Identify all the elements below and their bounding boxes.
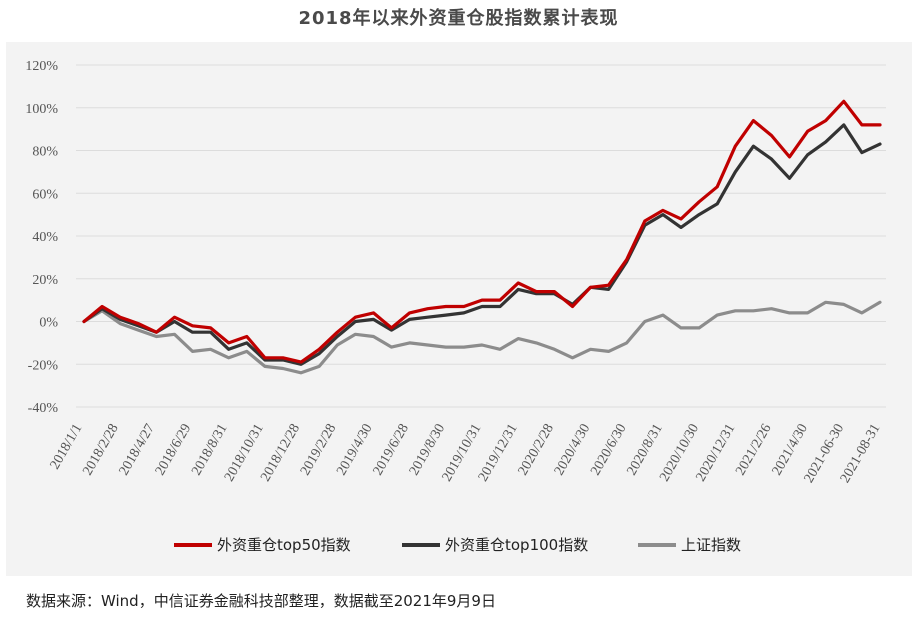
x-tick-label: 2020/2/28 xyxy=(516,422,557,479)
x-tick-label: 2019/2/28 xyxy=(298,422,339,479)
x-tick-label: 2020/6/30 xyxy=(588,422,629,479)
x-tick-label: 2021/4/30 xyxy=(770,422,811,479)
legend-label: 外资重仓top100指数 xyxy=(445,536,588,554)
chart-title: 2018年以来外资重仓股指数累计表现 xyxy=(298,8,619,29)
x-tick-label: 2019/6/28 xyxy=(371,422,412,479)
y-tick-label: 40% xyxy=(32,230,58,245)
legend-label: 上证指数 xyxy=(681,536,741,554)
x-tick-label: 2018/1/1 xyxy=(48,422,86,473)
x-tick-label: 2021/2/26 xyxy=(733,422,774,479)
x-tick-label: 2020/4/30 xyxy=(552,422,593,479)
y-tick-label: 0% xyxy=(39,316,58,331)
series-line xyxy=(82,300,882,375)
x-tick-label: 2019/4/30 xyxy=(334,422,375,479)
y-tick-label: 80% xyxy=(32,145,58,160)
source-note: 数据来源：Wind，中信证券金融科技部整理，数据截至2021年9月9日 xyxy=(26,592,496,610)
x-tick-label: 2018/8/31 xyxy=(189,422,230,479)
line-chart: 120%100%80%60%40%20%0%-20%-40% 2018/1/12… xyxy=(25,59,886,554)
legend-label: 外资重仓top50指数 xyxy=(217,536,351,554)
x-tick-label: 2020/8/31 xyxy=(624,422,665,479)
y-tick-label: 120% xyxy=(25,59,58,74)
y-axis-ticks: 120% 100% 80% 60% 40% 20% 0% -20% -40% xyxy=(25,59,58,416)
series-line xyxy=(82,123,882,366)
y-tick-label: 60% xyxy=(32,187,58,202)
x-tick-label: 2018/6/29 xyxy=(153,422,194,479)
x-tick-label: 2018/2/28 xyxy=(80,422,121,479)
series-line xyxy=(82,99,882,364)
x-tick-label: 2018/4/27 xyxy=(117,422,158,479)
y-tick-label: 100% xyxy=(25,102,58,117)
y-tick-label: -20% xyxy=(28,358,59,373)
legend: 外资重仓top50指数 外资重仓top100指数 上证指数 xyxy=(174,536,741,554)
x-axis: 2018/1/12018/2/282018/4/272018/6/292018/… xyxy=(48,422,884,486)
chart-panel: 120% 100% 80% 60% 40% 20% 0% -20% -40% 2018/1/1 2… xyxy=(6,42,912,576)
series-lines xyxy=(82,99,882,375)
grid-lines xyxy=(76,64,886,408)
y-tick-label: -40% xyxy=(28,401,59,416)
x-tick-label: 2019/8/30 xyxy=(407,422,448,479)
y-tick-label: 20% xyxy=(32,273,58,288)
